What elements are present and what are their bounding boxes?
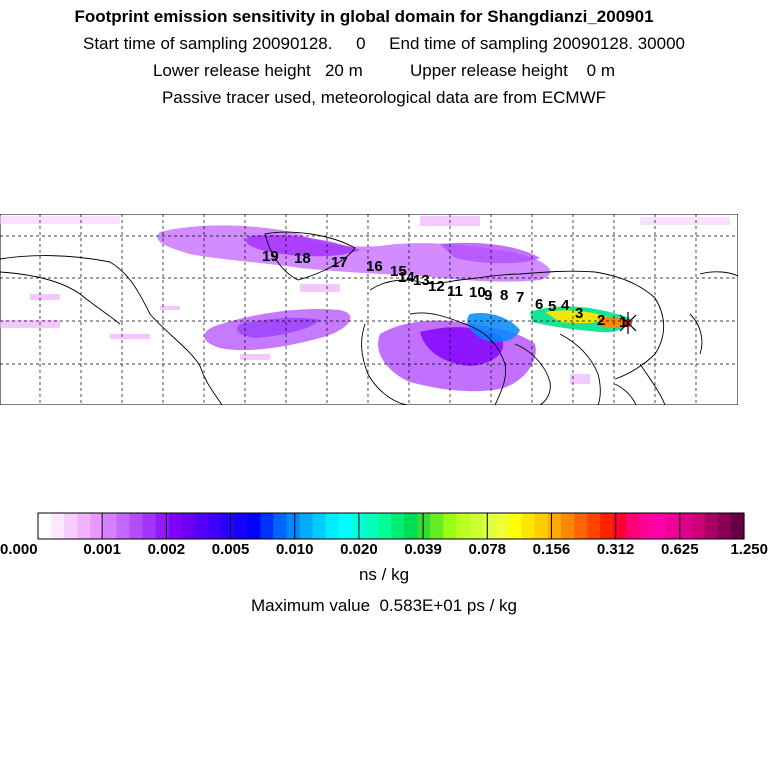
colorbar-cell [260,513,274,539]
trajectory-label: 3 [575,305,583,322]
trajectory-label: 1 [619,314,627,331]
colorbar-cell [730,513,745,539]
colorbar-cell [325,513,340,539]
colorbar-cell [717,513,732,539]
colorbar-cell [155,513,170,539]
colorbar-tick-label: 0.625 [661,541,699,558]
colorbar-cell [286,513,301,539]
colorbar-cell [234,513,248,539]
colorbar-cell [482,513,497,539]
colorbar-tick-label: 0.001 [83,541,121,558]
trajectory-label: 11 [447,283,463,300]
coastlines [0,231,738,405]
trajectory-label: 18 [294,250,311,267]
colorbar-cell [194,513,209,539]
colorbar-cell [547,513,562,539]
colorbar-tick-label: 0.005 [212,541,250,558]
trajectory-label: 6 [535,296,543,313]
colorbar-cell [51,513,65,539]
colorbar-cell [364,513,379,539]
colorbar-cell [299,513,314,539]
colorbar-tick-label: 1.250 [730,541,768,558]
trajectory-label: 10 [469,284,486,301]
colorbar-cell [469,513,484,539]
trajectory-label: 2 [597,312,605,329]
colorbar-cell [534,513,549,539]
trajectory-label: 5 [548,298,556,315]
trajectory-label: 14 [398,269,415,286]
colorbar-tick-label: 0.312 [597,541,635,558]
lat-lon-grid [0,214,738,405]
maximum-value-text: Maximum value 0.583E+01 ps / kg [251,596,517,615]
colorbar-cell [691,513,706,539]
colorbar-cell [273,513,287,539]
colorbar-cell [613,513,627,539]
colorbar-tick-label: 0.020 [340,541,378,558]
colorbar-cell [665,513,680,539]
colorbar-cell [443,513,457,539]
colorbar-cell [116,513,131,539]
release-site-marker [619,312,637,334]
colorbar-cell [560,513,575,539]
colorbar-tick-label: 0.156 [533,541,571,558]
plot-title: Footprint emission sensitivity in global… [74,7,654,26]
colorbar-cell [678,513,693,539]
trajectory-label: 17 [331,254,348,271]
trajectory-label: 13 [413,272,430,289]
colorbar-cell [430,513,444,539]
colorbar-cell [142,513,157,539]
colorbar-cell [704,513,719,539]
colorbar-cell [38,513,52,539]
colorbar-cell [129,513,144,539]
colorbar-cell [391,513,405,539]
trajectory-label: 9 [484,287,492,304]
trajectory-label: 4 [561,297,570,314]
release-height-line: Lower release height 20 m Upper release … [152,61,616,80]
colorbar-cell [574,513,588,539]
colorbar-cell [207,513,222,539]
trajectory-label: 15 [390,263,407,280]
colorbar-tick-label: 0.002 [148,541,186,558]
trajectory-label: 8 [500,287,508,304]
colorbar-cell [495,513,510,539]
colorbar-tick-label: 0.010 [276,541,314,558]
colorbar-cell [312,513,327,539]
colorbar-cell [521,513,536,539]
trajectory-label: 7 [516,289,524,306]
colorbar-cell [626,513,640,539]
tracer-info-line: Passive tracer used, meteorological data… [161,88,607,107]
colorbar-cell [221,513,235,539]
trajectory-label: 19 [262,248,279,265]
colorbar-cell [639,513,654,539]
colorbar-cell [404,513,418,539]
colorbar-cell [652,513,667,539]
colorbar-cell [338,513,353,539]
trajectory-label: 16 [366,258,383,275]
colorbar-cell [417,513,431,539]
colorbar-cell [90,513,104,539]
colorbar: 0.000 0.001 0.002 0.005 0.010 0.020 0.039 0.078… [0,512,768,558]
colorbar-cell [77,513,91,539]
colorbar-cell [377,513,392,539]
colorbar-cell [247,513,261,539]
colorbar-cell [181,513,196,539]
colorbar-tick-label: 0.039 [404,541,442,558]
sampling-time-line: Start time of sampling 20090128. 0 End t… [83,34,685,53]
colorbar-cell [103,513,118,539]
colorbar-tick-label: 0.000 [0,541,38,558]
sensitivity-field [0,216,730,392]
colorbar-cell [600,513,614,539]
colorbar-cell [64,513,78,539]
colorbar-unit: ns / kg [358,565,410,584]
colorbar-cell [587,513,601,539]
colorbar-cell [508,513,523,539]
colorbar-tick-label: 0.078 [468,541,506,558]
trajectory-label: 12 [428,278,445,295]
colorbar-cell [168,513,183,539]
colorbar-cell [456,513,471,539]
